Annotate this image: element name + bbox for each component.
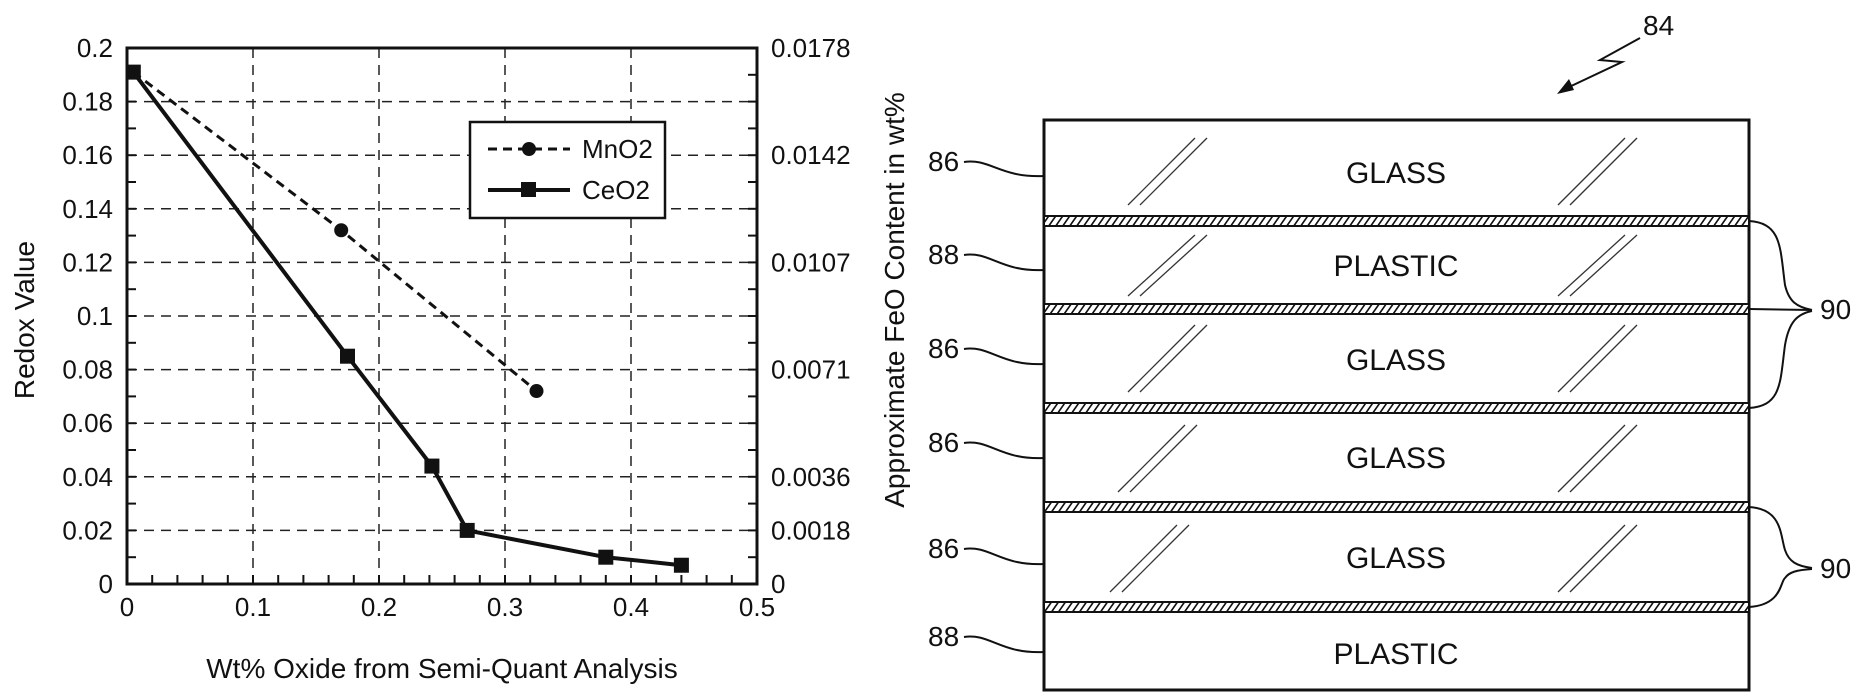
- y2-tick-label: 0.0107: [771, 247, 851, 277]
- layer-label: GLASS: [1346, 344, 1446, 377]
- y-axis-title: Redox Value: [9, 241, 40, 399]
- interlayer-brace: [1749, 309, 1812, 310]
- layer-label: GLASS: [1346, 542, 1446, 575]
- y2-axis-title: Approximate FeO Content in wt%: [879, 92, 910, 508]
- layer-ref-number: 88: [928, 239, 959, 270]
- legend-mno2-label: MnO2: [582, 134, 653, 164]
- layer-label: PLASTIC: [1333, 638, 1458, 671]
- layer-ref-leader: [964, 161, 1044, 176]
- legend-mno2-marker: [522, 142, 536, 156]
- y-tick-label: 0.1: [77, 301, 113, 331]
- y-tick-labels: 0 0.02 0.04 0.06 0.08 0.1 0.12 0.14 0.16 0.18 0.2: [62, 33, 113, 599]
- interlayer-brace: [1749, 507, 1812, 568]
- interlayer-brace: [1749, 569, 1812, 607]
- x-tick-label: 0.4: [613, 592, 649, 622]
- data-point-ceo2: [460, 523, 475, 538]
- figure-number: 84: [1557, 10, 1674, 94]
- figure-number-arrow: [1567, 38, 1640, 88]
- interlayer: [1044, 304, 1749, 314]
- layer-ref-number: 86: [928, 333, 959, 364]
- redox-chart: 0 0.1 0.2 0.3 0.4 0.5 0 0.02 0.04 0.06 0.08 0.1 0.1…: [9, 33, 910, 684]
- layer-label: GLASS: [1346, 442, 1446, 475]
- y-tick-label: 0.06: [62, 408, 113, 438]
- y2-tick-label: 0.0178: [771, 33, 851, 63]
- data-point-ceo2: [340, 349, 355, 364]
- interlayer: [1044, 216, 1749, 226]
- y2-tick-label: 0.0036: [771, 462, 851, 492]
- layer-ref-number: 88: [928, 621, 959, 652]
- interlayer: [1044, 502, 1749, 512]
- layer-ref-number: 86: [928, 146, 959, 177]
- y-tick-label: 0.14: [62, 194, 113, 224]
- data-point-ceo2: [424, 459, 439, 474]
- x-tick-label: 0.2: [361, 592, 397, 622]
- y-tick-label: 0.16: [62, 140, 113, 170]
- interlayer-brace: [1749, 311, 1812, 408]
- layer-ref-number: 86: [928, 533, 959, 564]
- y2-tick-labels: 0.0178 0.0142 0.0107 0.0071 0.0036 0.0018 0: [771, 33, 851, 599]
- legend-ceo2-label: CeO2: [582, 175, 650, 205]
- data-point-ceo2: [598, 550, 613, 565]
- legend-ceo2-marker: [521, 182, 536, 197]
- interlayer-ref-number: 90: [1820, 294, 1851, 325]
- layer-ref-leader: [964, 254, 1044, 270]
- data-point-ceo2: [674, 558, 689, 573]
- layer-ref-leader: [964, 442, 1044, 458]
- layer-label: GLASS: [1346, 157, 1446, 190]
- legend: MnO2 CeO2: [470, 122, 665, 218]
- y-tick-label: 0.04: [62, 462, 113, 492]
- data-point-ceo2: [126, 65, 141, 80]
- y-tick-label: 0.08: [62, 355, 113, 385]
- y2-tick-label: 0: [771, 569, 785, 599]
- x-tick-label: 0: [120, 592, 134, 622]
- y2-tick-label: 0.0142: [771, 140, 851, 170]
- y-tick-label: 0.12: [62, 247, 113, 277]
- y-tick-label: 0.02: [62, 515, 113, 545]
- layer-ref-number: 86: [928, 427, 959, 458]
- x-tick-label: 0.3: [487, 592, 523, 622]
- y-tick-label: 0.18: [62, 87, 113, 117]
- data-point-mno2: [334, 223, 348, 237]
- interlayer-brace: [1749, 221, 1812, 310]
- layer-ref-leader: [964, 348, 1044, 364]
- x-tick-label: 0.5: [739, 592, 775, 622]
- y-tick-label: 0: [99, 569, 113, 599]
- layer-label: PLASTIC: [1333, 250, 1458, 283]
- x-tick-label: 0.1: [235, 592, 271, 622]
- y2-tick-label: 0.0018: [771, 515, 851, 545]
- x-tick-labels: 0 0.1 0.2 0.3 0.4 0.5: [120, 592, 775, 622]
- y-tick-label: 0.2: [77, 33, 113, 63]
- interlayer-ref-number: 90: [1820, 553, 1851, 584]
- data-point-mno2: [530, 384, 544, 398]
- interlayer: [1044, 602, 1749, 612]
- laminate-diagram: 84: [928, 10, 1851, 690]
- layer-ref-leader: [964, 548, 1044, 564]
- interlayer: [1044, 403, 1749, 413]
- figure-number-arrowhead: [1557, 79, 1574, 94]
- x-axis-title: Wt% Oxide from Semi-Quant Analysis: [206, 653, 677, 684]
- layer-ref-leader: [964, 636, 1044, 652]
- y2-tick-label: 0.0071: [771, 355, 851, 385]
- figure-number-label: 84: [1643, 10, 1674, 41]
